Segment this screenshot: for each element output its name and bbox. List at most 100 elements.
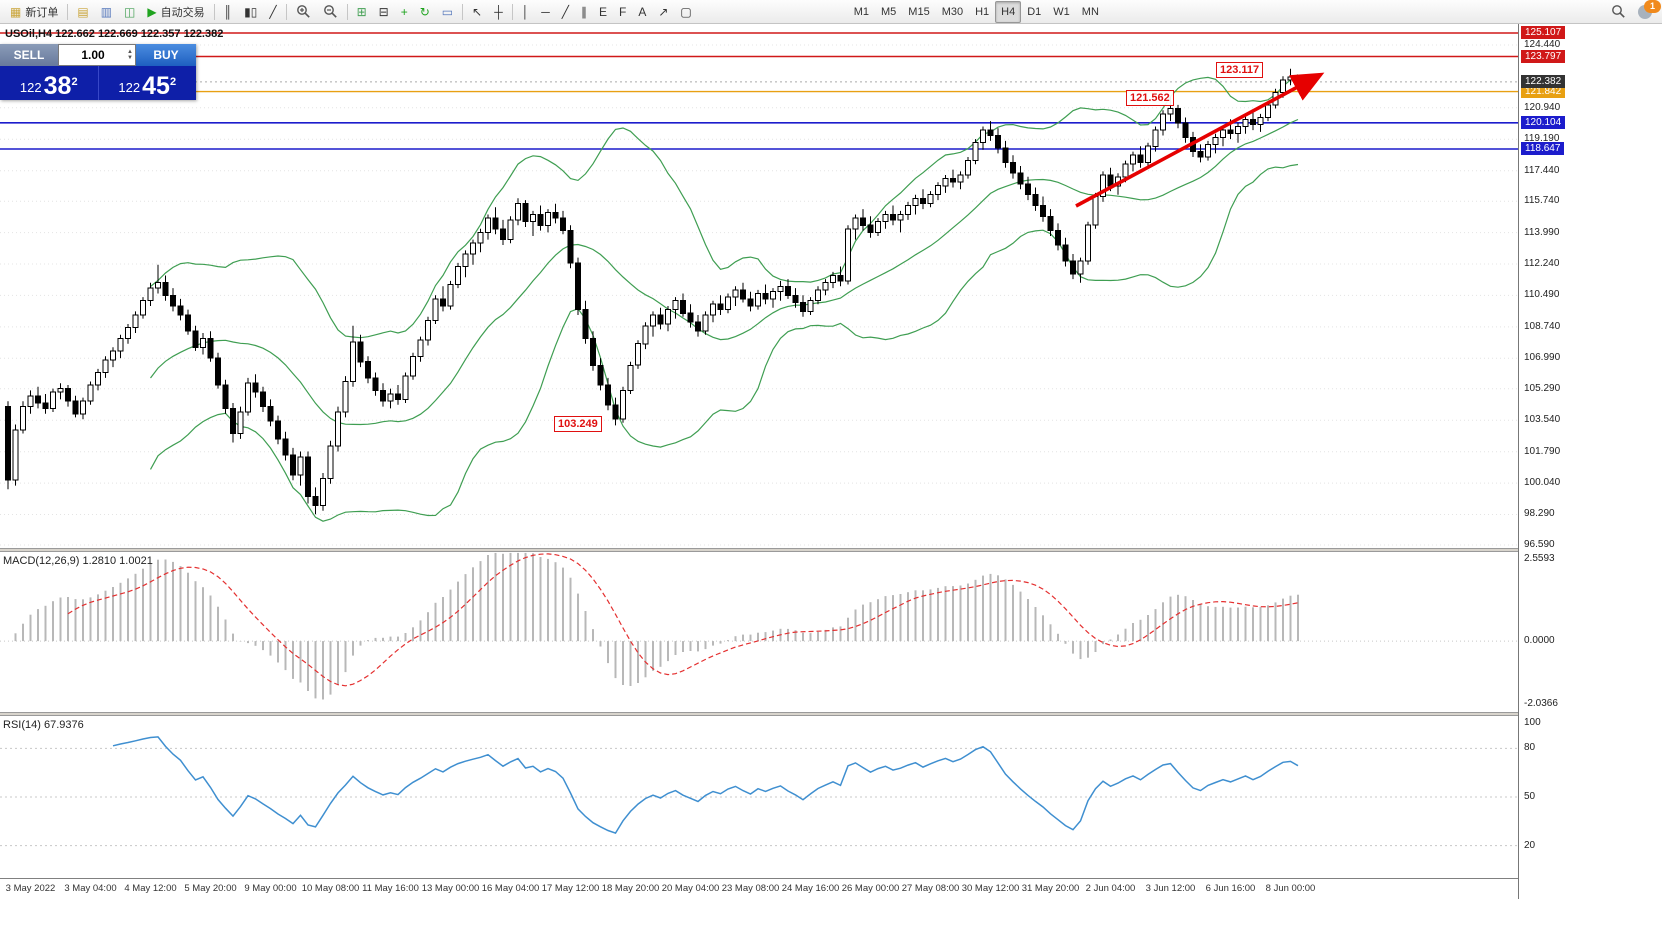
timeframe-h4-button[interactable]: H4 — [995, 0, 1022, 23]
price-annotation[interactable]: 121.562 — [1126, 90, 1174, 106]
price-axis[interactable]: 124.440 120.940 119.190 117.440 115.740 113.9… — [1518, 24, 1662, 899]
equidistant-channel-icon: E — [598, 4, 607, 19]
arrows-tool-button[interactable]: ↗ — [652, 1, 674, 23]
axis-tick-label: 100 — [1524, 717, 1541, 728]
bid-price[interactable]: 122 38 2 — [0, 66, 98, 100]
macd-signal-line — [67, 553, 1299, 687]
shapes-icon: ▢ — [680, 4, 692, 19]
cursor-button[interactable]: ↖ — [466, 1, 488, 23]
text-button[interactable]: A — [632, 1, 652, 23]
timeframe-mn-button[interactable]: MN — [1076, 1, 1105, 23]
toolbar-separator — [213, 3, 215, 20]
channel-button[interactable]: ∥ — [575, 1, 593, 23]
candlestick-series — [5, 68, 1301, 515]
refresh-button[interactable]: ↻ — [414, 1, 436, 23]
timeframe-h4-label: H4 — [1001, 5, 1016, 18]
axis-tick-label: 103.540 — [1524, 414, 1561, 426]
volume-input[interactable] — [59, 47, 128, 63]
timeframe-d1-label: D1 — [1027, 5, 1042, 18]
axis-tick-label: 108.740 — [1524, 320, 1561, 332]
new-chart-button[interactable]: + — [395, 1, 414, 23]
trend-arrow[interactable] — [1075, 72, 1325, 208]
timeframe-w1-button[interactable]: W1 — [1047, 1, 1076, 23]
timeframe-w1-label: W1 — [1053, 5, 1070, 18]
time-axis[interactable]: 3 May 2022 3 May 04:00 4 May 12:00 5 May 20… — [0, 878, 1518, 901]
horizontal-line-button[interactable]: ─ — [535, 1, 556, 23]
arrange-windows-button[interactable]: ⊟ — [373, 1, 395, 23]
time-tick-label: 8 Jun 00:00 — [1265, 883, 1316, 894]
line-chart-button[interactable]: ╱ — [263, 1, 282, 23]
timeframe-m30-button[interactable]: M30 — [936, 1, 969, 23]
macd-label: MACD(12,26,9) 1.2810 1.0021 — [3, 555, 153, 567]
market-watch-button[interactable]: ▤ — [71, 1, 94, 23]
auto-trading-button[interactable]: ▶ 自动交易 — [141, 1, 210, 23]
zoom-in-button[interactable] — [290, 1, 317, 23]
panel-splitter[interactable] — [0, 712, 1518, 716]
search-icon — [1612, 5, 1625, 18]
channel-icon: ∥ — [580, 4, 587, 19]
arrange-windows-icon: ⊟ — [378, 4, 389, 19]
volume-decrease-arrow[interactable]: ▼ — [127, 55, 133, 61]
axis-tick-label: 120.940 — [1524, 101, 1561, 113]
volume-field: ▲ ▼ — [58, 44, 136, 66]
timeframe-h1-button[interactable]: H1 — [969, 1, 995, 23]
notifications-button[interactable]: 1 — [1632, 0, 1661, 23]
ask-price[interactable]: 122 45 2 — [99, 66, 197, 100]
crosshair-icon: ┼ — [494, 4, 503, 19]
timeframe-m1-button[interactable]: M1 — [848, 1, 875, 23]
axis-tick-label: 100.040 — [1524, 477, 1561, 489]
price-annotation[interactable]: 103.249 — [554, 416, 602, 432]
time-tick-label: 24 May 16:00 — [781, 883, 840, 894]
shapes-button[interactable]: ▢ — [674, 1, 697, 23]
main-chart-canvas[interactable] — [0, 24, 1518, 548]
chart-window[interactable]: USOil,H4 122.662 122.669 122.357 122.382… — [0, 24, 1518, 946]
trendline-button[interactable]: ╱ — [556, 1, 575, 23]
equidistant-channel-button[interactable]: E — [593, 1, 613, 23]
time-tick-label: 17 May 12:00 — [541, 883, 600, 894]
timeframe-m15-button[interactable]: M15 — [902, 1, 935, 23]
zoom-in-icon — [296, 5, 310, 18]
fibonacci-button[interactable]: F — [613, 1, 632, 23]
data-window-button[interactable]: ▥ — [95, 1, 118, 23]
bar-chart-button[interactable]: ║ — [218, 1, 239, 23]
bar-chart-icon: ║ — [223, 4, 233, 19]
time-tick-label: 11 May 16:00 — [362, 883, 419, 894]
zoom-out-button[interactable] — [317, 1, 344, 23]
panel-splitter[interactable] — [0, 548, 1518, 552]
time-tick-label: 9 May 00:00 — [244, 883, 297, 894]
rsi-panel[interactable] — [0, 716, 1518, 878]
price-annotation[interactable]: 123.117 — [1216, 62, 1264, 78]
buy-button[interactable]: BUY — [136, 44, 196, 66]
time-tick-label: 2 Jun 04:00 — [1085, 883, 1136, 894]
navigator-icon: ◫ — [124, 4, 136, 19]
timeframe-d1-button[interactable]: D1 — [1021, 1, 1047, 23]
timeframe-m5-button[interactable]: M5 — [875, 1, 902, 23]
time-tick-label: 6 Jun 16:00 — [1205, 883, 1256, 894]
volume-increase-arrow[interactable]: ▲ — [127, 49, 133, 55]
one-click-trade-panel: SELL ▲ ▼ BUY 122 38 2 122 — [0, 44, 196, 100]
snapshot-button[interactable]: ▭ — [436, 1, 459, 23]
time-tick-label: 30 May 12:00 — [961, 883, 1020, 894]
search-button[interactable] — [1605, 1, 1632, 23]
price-level-badge: 122.382 — [1521, 74, 1566, 88]
bollinger-band — [149, 163, 1299, 522]
axis-tick-label: 0.0000 — [1524, 635, 1555, 647]
crosshair-button[interactable]: ┼ — [488, 1, 509, 23]
new-order-button[interactable]: ▦ 新订单 — [4, 1, 64, 23]
time-tick-label: 20 May 04:00 — [661, 883, 720, 894]
axis-tick-label: 119.190 — [1524, 133, 1560, 145]
candlestick-chart-icon: ▮▯ — [244, 4, 258, 19]
candlestick-chart-button[interactable]: ▮▯ — [238, 1, 263, 23]
tile-windows-button[interactable]: ⊞ — [351, 1, 373, 23]
vertical-line-button[interactable]: │ — [516, 1, 536, 23]
macd-panel[interactable] — [0, 552, 1518, 712]
data-window-icon: ▥ — [100, 4, 113, 19]
time-tick-label: 16 May 04:00 — [481, 883, 540, 894]
sell-button[interactable]: SELL — [0, 44, 58, 66]
line-chart-icon: ╱ — [269, 4, 277, 19]
toolbar-separator — [511, 3, 513, 20]
axis-tick-label: 124.440 — [1524, 38, 1561, 50]
toolbar-separator — [285, 3, 287, 20]
price-level-badge: 125.107 — [1521, 26, 1566, 39]
navigator-button[interactable]: ◫ — [118, 1, 141, 23]
